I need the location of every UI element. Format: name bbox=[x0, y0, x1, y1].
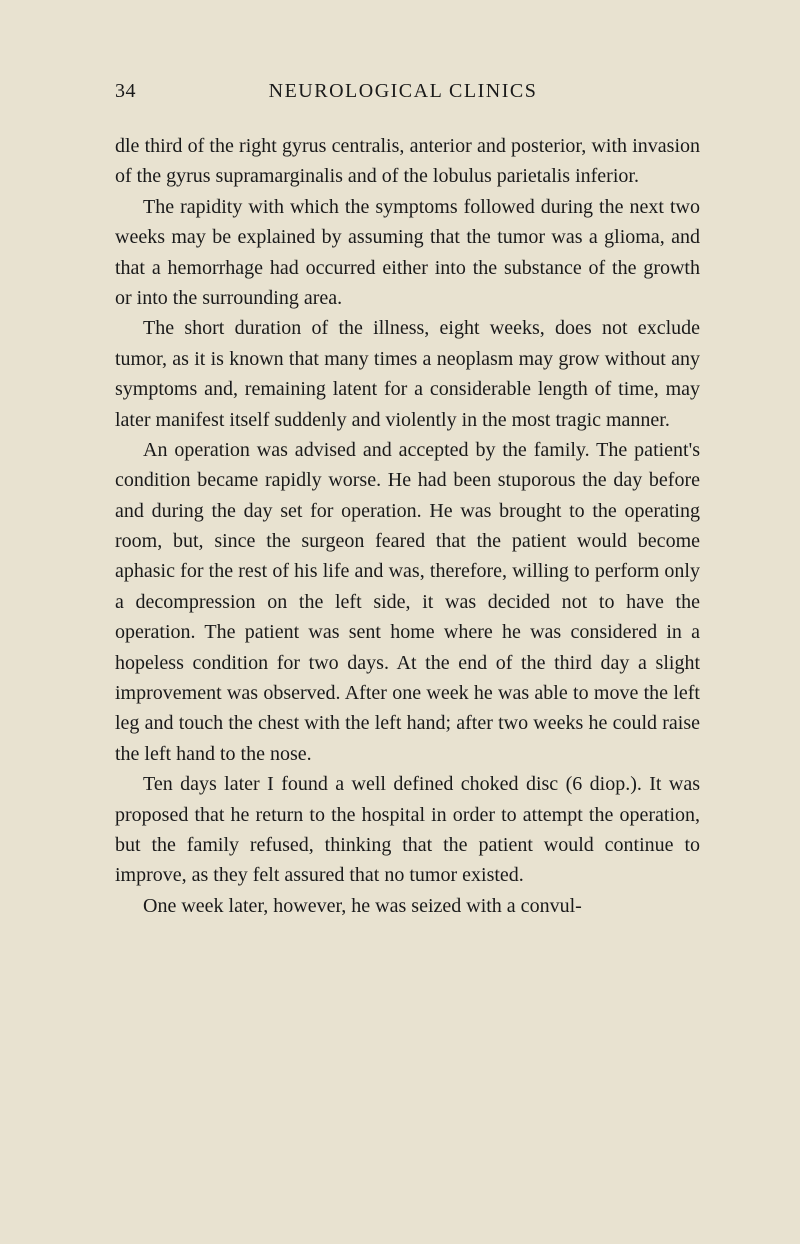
paragraph: dle third of the right gyrus centralis, … bbox=[115, 131, 700, 192]
body-text: dle third of the right gyrus centralis, … bbox=[115, 131, 700, 921]
paragraph: An operation was advised and accepted by… bbox=[115, 435, 700, 769]
paragraph: One week later, however, he was seized w… bbox=[115, 891, 700, 921]
page-header: 34 NEUROLOGICAL CLINICS bbox=[115, 80, 700, 103]
paragraph: The short duration of the illness, eight… bbox=[115, 313, 700, 435]
paragraph: The rapidity with which the symptoms fol… bbox=[115, 192, 700, 314]
paragraph: Ten days later I found a well defined ch… bbox=[115, 769, 700, 891]
running-title: NEUROLOGICAL CLINICS bbox=[106, 80, 700, 103]
